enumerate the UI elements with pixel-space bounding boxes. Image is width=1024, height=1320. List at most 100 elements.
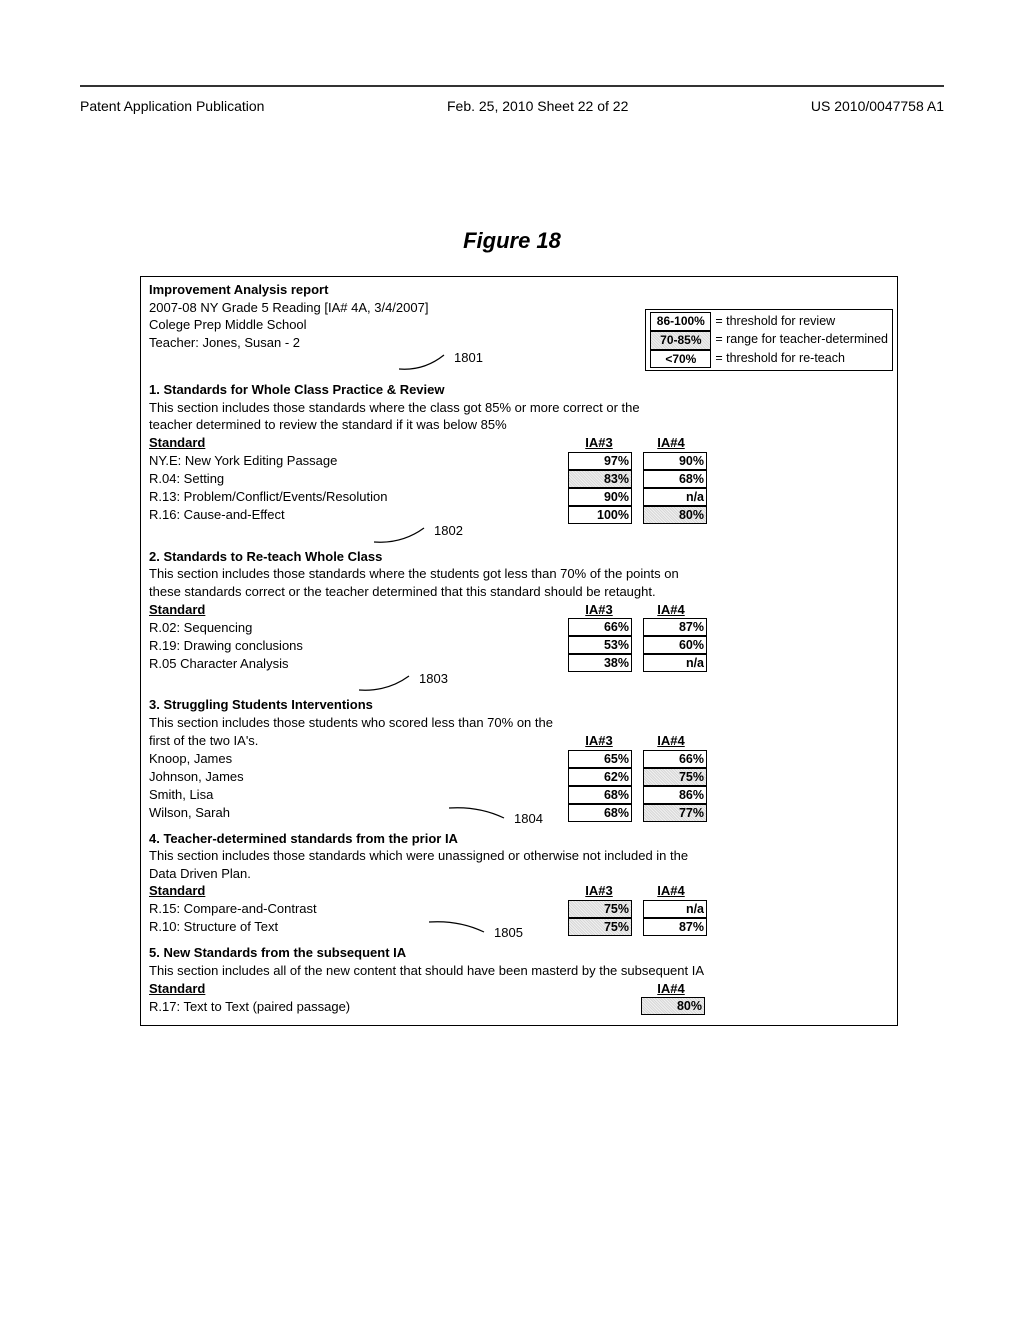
row-label: R.15: Compare-and-Contrast: [149, 900, 569, 918]
table-row: R.05 Character Analysis38%n/a: [149, 654, 889, 672]
legend-swatch: 86-100%: [650, 312, 711, 331]
section-2-desc: This section includes those standards wh…: [149, 565, 889, 583]
figure-title: Figure 18: [0, 228, 1024, 254]
section-3: 3. Struggling Students Interventions Thi…: [149, 696, 889, 821]
col-ia4: IA#4: [641, 732, 701, 750]
row-label: Knoop, James: [149, 750, 569, 768]
col-ia4: IA#4: [641, 601, 701, 619]
row-label: R.16: Cause-and-Effect: [149, 506, 569, 524]
legend-text: = threshold for review: [715, 313, 835, 331]
table-row: NY.E: New York Editing Passage97%90%: [149, 452, 889, 470]
cell-ia3: 75%: [568, 900, 632, 918]
cell-ia3: 62%: [568, 768, 632, 786]
cell-ia4: 87%: [643, 918, 707, 936]
row-label: Johnson, James: [149, 768, 569, 786]
header-rule: [80, 85, 944, 87]
table-row: R.16: Cause-and-Effect100% 80%: [149, 506, 889, 524]
col-standard: Standard: [149, 980, 569, 998]
cell-ia3: 68%: [568, 804, 632, 822]
table-row: Johnson, James62%75%: [149, 768, 889, 786]
col-ia4: IA#4: [641, 434, 701, 452]
legend-text: = range for teacher-determined: [715, 331, 888, 349]
table-row: Knoop, James65% 66%: [149, 750, 889, 768]
section-2-desc: these standards correct or the teacher d…: [149, 583, 889, 601]
col-ia3: IA#3: [569, 882, 629, 900]
callout-curve: [359, 674, 414, 692]
cell-ia3: 38%: [568, 654, 632, 672]
section-2-title: 2. Standards to Re-teach Whole Class: [149, 548, 889, 566]
cell-ia3: 75%: [568, 918, 632, 936]
section-3-desc2: first of the two IA's.: [149, 732, 569, 750]
col-ia3: IA#3: [569, 434, 629, 452]
callout-1804: 1804: [514, 810, 543, 828]
cell-ia4: n/a: [643, 900, 707, 918]
cell-ia4: 60%: [643, 636, 707, 654]
cell-ia3: 97%: [568, 452, 632, 470]
col-standard: Standard: [149, 882, 569, 900]
legend-row: 86-100% = threshold for review: [650, 312, 888, 331]
cell-ia4: 86%: [643, 786, 707, 804]
section-3-desc: This section includes those students who…: [149, 714, 889, 732]
callout-curve: [449, 806, 509, 822]
legend-row: 70-85% = range for teacher-determined: [650, 331, 888, 350]
header-center: Feb. 25, 2010 Sheet 22 of 22: [447, 98, 628, 114]
cell-ia3: 68%: [568, 786, 632, 804]
table-row: R.17: Text to Text (paired passage).80%: [149, 997, 889, 1015]
cell-ia3: 100%: [568, 506, 632, 524]
col-ia3: IA#3: [569, 732, 629, 750]
callout-1801: 1801: [454, 349, 483, 367]
col-standard: Standard: [149, 601, 569, 619]
callout-1805: 1805: [494, 924, 523, 942]
header-row: first of the two IA's. IA#3 IA#4: [149, 732, 889, 750]
cell-ia3: 65%: [568, 750, 632, 768]
callout-1803: 1803: [419, 670, 448, 688]
cell-ia4: 80%: [641, 997, 705, 1015]
row-label: NY.E: New York Editing Passage: [149, 452, 569, 470]
table-row: R.15: Compare-and-Contrast75% n/a: [149, 900, 889, 918]
cell-ia4: 80%: [643, 506, 707, 524]
legend-swatch: 70-85%: [650, 331, 711, 350]
section-2: 2. Standards to Re-teach Whole Class Thi…: [149, 548, 889, 673]
row-label: R.02: Sequencing: [149, 619, 569, 637]
cell-ia3: 83%: [568, 470, 632, 488]
row-label: R.17: Text to Text (paired passage): [149, 998, 569, 1016]
section-4-desc: This section includes those standards wh…: [149, 847, 889, 865]
header-left: Patent Application Publication: [80, 98, 264, 114]
report-title: Improvement Analysis report: [149, 281, 889, 299]
table-row: Smith, Lisa68% 86%: [149, 786, 889, 804]
section-1-desc: teacher determined to review the standar…: [149, 416, 889, 434]
header-row: Standard IA#3 IA#4: [149, 434, 889, 452]
table-row: R.04: Setting83% 68%: [149, 470, 889, 488]
section-5-title: 5. New Standards from the subsequent IA: [149, 944, 889, 962]
cell-ia4: 77%: [643, 804, 707, 822]
header-right: US 2010/0047758 A1: [811, 98, 944, 114]
section-4: 4. Teacher-determined standards from the…: [149, 830, 889, 937]
cell-ia4: 68%: [643, 470, 707, 488]
col-ia3: IA#3: [569, 601, 629, 619]
section-3-title: 3. Struggling Students Interventions: [149, 696, 889, 714]
table-row: R.13: Problem/Conflict/Events/Resolution…: [149, 488, 889, 506]
header-row: Standard IA#3 IA#4: [149, 882, 889, 900]
section-1-title: 1. Standards for Whole Class Practice & …: [149, 381, 889, 399]
row-label: Smith, Lisa: [149, 786, 569, 804]
cell-ia4: n/a: [643, 488, 707, 506]
section-4-title: 4. Teacher-determined standards from the…: [149, 830, 889, 848]
col-standard: Standard: [149, 434, 569, 452]
report-box: Improvement Analysis report 2007-08 NY G…: [140, 276, 898, 1026]
col-ia4: IA#4: [641, 980, 701, 998]
section-1-desc: This section includes those standards wh…: [149, 399, 889, 417]
callout-curve: [399, 353, 449, 371]
cell-ia4: 66%: [643, 750, 707, 768]
cell-ia3: 53%: [568, 636, 632, 654]
cell-ia3: 66%: [568, 618, 632, 636]
section-5-desc: This section includes all of the new con…: [149, 962, 889, 980]
header-row: Standard . IA#4: [149, 979, 889, 997]
section-1: 1. Standards for Whole Class Practice & …: [149, 381, 889, 524]
table-row: R.19: Drawing conclusions53%60%: [149, 636, 889, 654]
cell-ia4: 87%: [643, 618, 707, 636]
callout-curve: [374, 526, 429, 544]
report-meta: Improvement Analysis report 2007-08 NY G…: [149, 281, 889, 351]
table-row: R.02: Sequencing66% 87%: [149, 618, 889, 636]
page-header: Patent Application Publication Feb. 25, …: [80, 98, 944, 114]
row-label: R.04: Setting: [149, 470, 569, 488]
